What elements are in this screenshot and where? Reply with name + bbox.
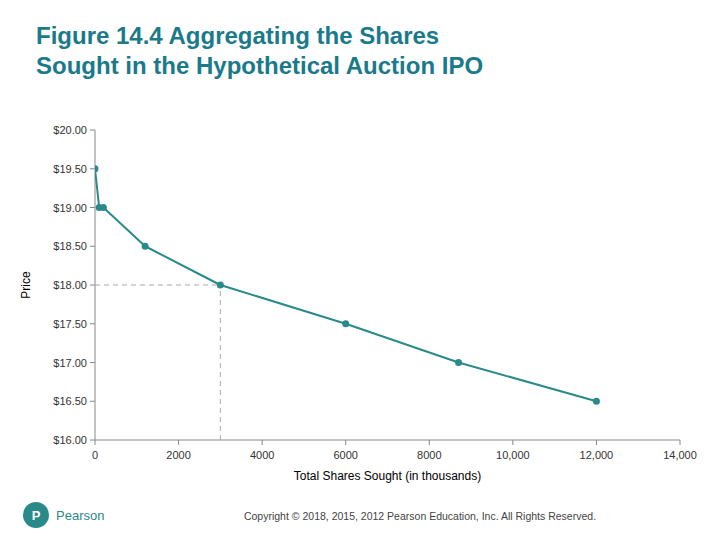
x-tick-label: 12,000: [580, 449, 614, 461]
title-line: Figure 14.4 Aggregating the Shares: [36, 22, 439, 49]
y-tick: [90, 285, 95, 286]
x-tick: [680, 440, 681, 445]
point: [142, 243, 149, 250]
x-tick: [596, 440, 597, 445]
x-tick: [95, 440, 96, 445]
x-tick-label: 8000: [417, 449, 441, 461]
guide-line-horizontal: [95, 285, 220, 286]
y-tick: [90, 168, 95, 169]
title: Figure 14.4 Aggregating the Shares Sought…: [36, 22, 483, 79]
x-axis-label: Total Shares Sought (in thousands): [294, 469, 481, 483]
y-tick-label: $19.50: [53, 163, 87, 175]
brand-name: Pearson: [56, 508, 104, 523]
background: [0, 0, 720, 540]
point: [455, 359, 462, 366]
point: [100, 204, 107, 211]
copyright: Copyright © 2018, 2015, 2012 Pearson Edu…: [244, 510, 596, 522]
plot-area: [95, 165, 600, 440]
guide-line-vertical: [220, 285, 221, 440]
y-tick-label: $20.00: [53, 124, 87, 136]
y-tick-label: $18.50: [53, 240, 87, 252]
y-tick: [90, 246, 95, 247]
y-tick-label: $16.50: [53, 395, 87, 407]
title-line: Sought in the Hypothetical Auction IPO: [36, 52, 483, 79]
x-tick-label: 2000: [166, 449, 190, 461]
y-tick-label: $17.50: [53, 318, 87, 330]
x-tick-label: 0: [92, 449, 98, 461]
y-tick: [90, 440, 95, 441]
x-tick: [429, 440, 430, 445]
x-tick-label: 14,000: [663, 449, 697, 461]
y-tick-label: $17.00: [53, 357, 87, 369]
y-tick: [90, 362, 95, 363]
logo-letter: P: [32, 508, 41, 523]
point: [217, 282, 224, 289]
y-tick: [90, 130, 95, 131]
x-axis-line: [95, 440, 680, 441]
x-tick: [178, 440, 179, 445]
line: [95, 169, 596, 402]
y-tick-label: $19.00: [53, 202, 87, 214]
x-tick-label: 4000: [250, 449, 274, 461]
chart: Figure 14.4 Aggregating the Shares Sought…: [0, 0, 720, 540]
point: [342, 320, 349, 327]
x-tick: [345, 440, 346, 445]
y-tick: [90, 323, 95, 324]
x-tick-label: 10,000: [496, 449, 530, 461]
x-tick: [262, 440, 263, 445]
y-tick: [90, 207, 95, 208]
point: [95, 165, 99, 172]
x-tick-label: 6000: [333, 449, 357, 461]
y-tick-label: $18.00: [53, 279, 87, 291]
y-tick-label: $16.00: [53, 434, 87, 446]
y-tick: [90, 401, 95, 402]
point: [593, 398, 600, 405]
logo: [23, 502, 49, 528]
x-tick: [512, 440, 513, 445]
y-axis-label: Price: [19, 271, 33, 299]
